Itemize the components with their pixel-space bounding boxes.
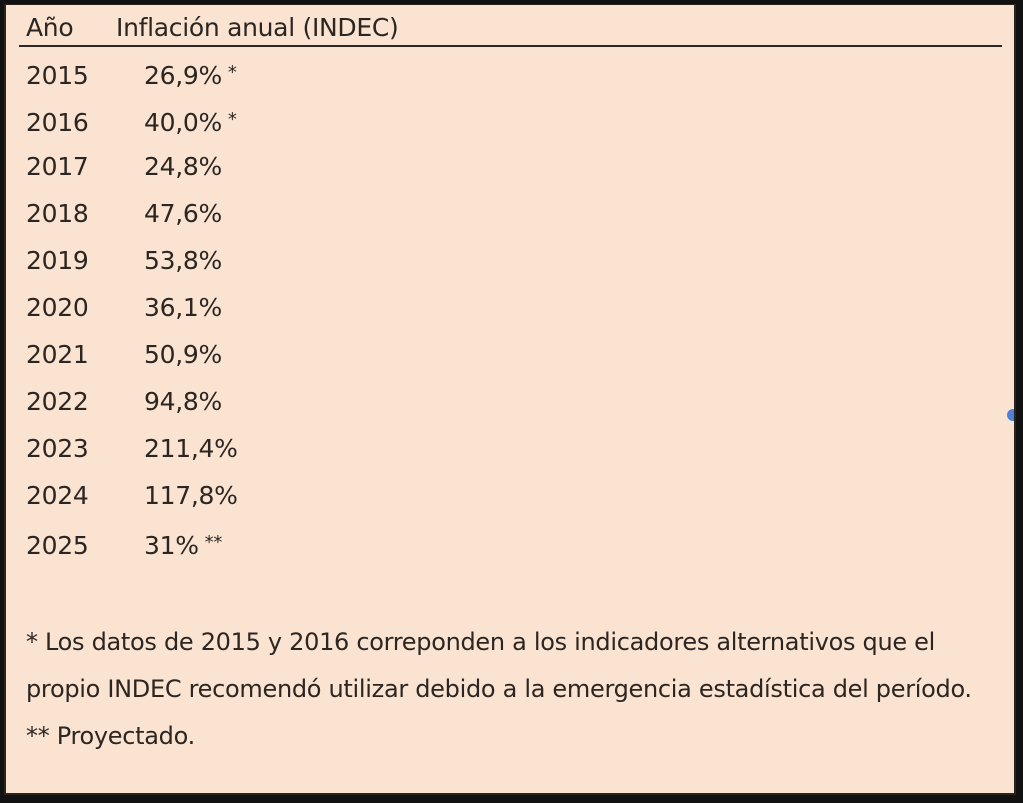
row-year: 2015 [26,61,89,90]
table-row: 2019 53,8% [26,246,238,293]
row-value: 117,8% [144,481,238,510]
row-year: 2020 [26,293,89,322]
header-rule [19,45,1002,47]
footnotes: * Los datos de 2015 y 2016 correponden a… [26,619,1011,760]
row-year: 2024 [26,481,89,510]
row-value: 26,9% [144,61,222,90]
footnote-alternative-indicators: * Los datos de 2015 y 2016 correponden a… [26,628,972,703]
row-year: 2023 [26,434,89,463]
row-year: 2016 [26,108,89,137]
row-value: 53,8% [144,246,222,275]
row-value: 31% [144,531,199,560]
table-row: 2016 40,0% * [26,105,238,152]
inflation-table-panel: Año Inflación anual (INDEC) 2015 26,9% * 20… [4,4,1016,795]
row-year: 2025 [26,531,89,560]
table-row: 2023 211,4% [26,434,238,481]
header-year: Año [26,13,74,42]
row-value: 36,1% [144,293,222,322]
table-body: 2015 26,9% * 2016 40,0% * 2017 24,8% 2018 47,6… [26,58,238,575]
row-value: 211,4% [144,434,238,463]
row-year: 2022 [26,387,89,416]
table-row: 2017 24,8% [26,152,238,199]
row-footnote-mark: * [227,62,237,83]
row-year: 2021 [26,340,89,369]
table-header: Año Inflación anual (INDEC) [26,13,399,42]
row-value: 24,8% [144,152,222,181]
table-row: 2022 94,8% [26,387,238,434]
row-year: 2019 [26,246,89,275]
table-row: 2018 47,6% [26,199,238,246]
row-year: 2018 [26,199,89,228]
row-value: 94,8% [144,387,222,416]
row-footnote-mark: ** [204,532,223,553]
table-row: 2021 50,9% [26,340,238,387]
row-value: 47,6% [144,199,222,228]
table-row: 2020 36,1% [26,293,238,340]
row-value: 40,0% [144,108,222,137]
table-row: 2015 26,9% * [26,58,238,105]
table-row: 2024 117,8% [26,481,238,528]
table-row: 2025 31% ** [26,528,238,575]
row-year: 2017 [26,152,89,181]
scroll-handle[interactable] [1007,409,1014,421]
header-inflation: Inflación anual (INDEC) [116,13,399,42]
footnote-projected: ** Proyectado. [26,722,195,750]
row-value: 50,9% [144,340,222,369]
row-footnote-mark: * [227,109,237,130]
